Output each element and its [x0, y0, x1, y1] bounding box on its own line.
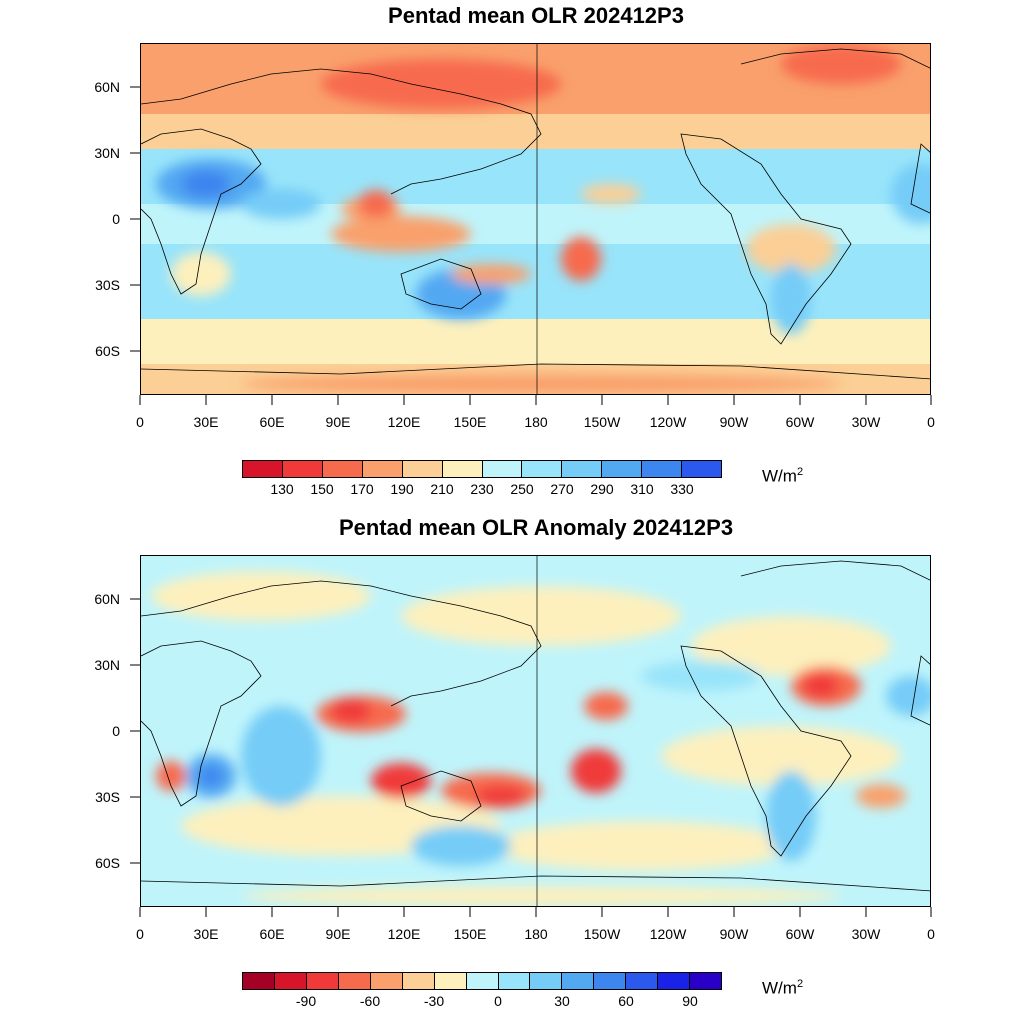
colorbar-swatch: [498, 973, 531, 989]
lon-tick-label: 90E: [325, 926, 351, 942]
lat-tick-label: 30S: [95, 789, 120, 805]
olr-map: [140, 43, 931, 395]
colorbar-tick-label: 310: [630, 481, 654, 497]
colorbar-swatch: [562, 973, 595, 989]
lon-tick-label: 90W: [719, 926, 749, 942]
colorbar-swatch: [530, 973, 563, 989]
colorbar-tick-label: 250: [510, 481, 534, 497]
colorbar-swatch: [322, 461, 363, 477]
colorbar-swatch: [602, 461, 643, 477]
anomaly-map-field: [141, 556, 930, 906]
colorbar-tick-label: 0: [494, 993, 502, 1009]
lat-tick-label: 30S: [95, 277, 120, 293]
lon-tick-label: 90E: [325, 414, 351, 430]
lon-tick-label: 0: [136, 926, 144, 942]
lon-tick-label: 150W: [583, 414, 621, 430]
lon-tick-label: 60W: [785, 414, 815, 430]
lon-tick-label: 60W: [785, 926, 815, 942]
colorbar-swatch: [402, 461, 443, 477]
lon-tick-label: 30W: [851, 414, 881, 430]
colorbar-swatch: [243, 973, 275, 989]
lon-tick-label: 150W: [583, 926, 621, 942]
colorbar-tick-label: 150: [310, 481, 334, 497]
colorbar-tick-label: 130: [270, 481, 294, 497]
lon-tick-label: 60E: [259, 414, 285, 430]
colorbar-tick-label: 60: [618, 993, 634, 1009]
colorbar-swatch: [682, 461, 722, 477]
lon-tick-label: 30W: [851, 926, 881, 942]
lon-tick-label: 150E: [453, 414, 487, 430]
colorbar-swatch: [482, 461, 523, 477]
lon-tick-label: 60E: [259, 926, 285, 942]
lon-tick-label: 180: [524, 414, 548, 430]
anomaly-panel: Pentad mean OLR Anomaly 202412P3: [0, 512, 1024, 1024]
lat-tick-label: 30N: [94, 145, 120, 161]
colorbar-tick-label: 30: [554, 993, 570, 1009]
colorbar-swatch: [690, 973, 722, 989]
colorbar-swatch: [466, 973, 499, 989]
colorbar-swatch: [522, 461, 563, 477]
colorbar-swatch: [594, 973, 627, 989]
lon-tick-label: 180: [524, 926, 548, 942]
lon-tick-label: 120W: [649, 414, 687, 430]
olr-panel: Pentad mean OLR 202412P3: [94, 3, 935, 497]
colorbar-tick-label: 230: [470, 481, 494, 497]
lon-tick-label: 0: [927, 926, 935, 942]
olr-map-title: Pentad mean OLR 202412P3: [388, 3, 684, 28]
lon-tick-label: 120E: [387, 414, 421, 430]
colorbar-tick-label: -90: [295, 993, 317, 1009]
colorbar-swatch: [338, 973, 371, 989]
lon-tick-label: 30E: [193, 414, 219, 430]
lon-tick-label: 150E: [453, 926, 487, 942]
colorbar-swatch: [626, 973, 659, 989]
lat-tick-label: 60S: [95, 343, 120, 359]
colorbar-swatch: [282, 461, 323, 477]
colorbar-swatch: [306, 973, 339, 989]
lat-tick-label: 0: [112, 723, 120, 739]
lat-tick-label: 60N: [94, 591, 120, 607]
colorbar-swatch: [370, 973, 403, 989]
olr-colorbar: [242, 460, 722, 478]
colorbar-swatch: [442, 461, 483, 477]
colorbar-swatch: [362, 461, 403, 477]
lon-tick-label: 120E: [387, 926, 421, 942]
lon-tick-label: 90W: [719, 414, 749, 430]
anomaly-colorbar: [242, 972, 722, 990]
lat-tick-label: 30N: [94, 657, 120, 673]
colorbar-tick-label: 290: [590, 481, 614, 497]
colorbar-swatch: [642, 461, 683, 477]
lon-tick-label: 0: [136, 414, 144, 430]
lon-tick-label: 30E: [193, 926, 219, 942]
colorbar-swatch: [243, 461, 283, 477]
colorbar-swatch: [658, 973, 691, 989]
colorbar-tick-label: 210: [430, 481, 454, 497]
lon-tick-label: 0: [927, 414, 935, 430]
colorbar-tick-label: 170: [350, 481, 374, 497]
colorbar-swatch: [562, 461, 603, 477]
colorbar-tick-label: 90: [682, 993, 698, 1009]
anomaly-map-title: Pentad mean OLR Anomaly 202412P3: [338, 515, 734, 540]
lon-tick-label: 120W: [649, 926, 687, 942]
anomaly-map: [140, 555, 931, 907]
olr-map-field: [141, 44, 930, 394]
colorbar-swatch: [434, 973, 467, 989]
colorbar-tick-label: 330: [670, 481, 694, 497]
lat-tick-label: 60S: [95, 855, 120, 871]
colorbar-tick-label: 190: [390, 481, 414, 497]
lat-tick-label: 0: [112, 211, 120, 227]
anomaly-unit-label: W/m2: [762, 978, 804, 998]
colorbar-tick-label: -60: [359, 993, 381, 1009]
olr-unit-label: W/m2: [762, 466, 804, 486]
colorbar-swatch: [402, 973, 435, 989]
colorbar-swatch: [274, 973, 307, 989]
colorbar-tick-label: 270: [550, 481, 574, 497]
colorbar-tick-label: -30: [423, 993, 445, 1009]
lat-tick-label: 60N: [94, 79, 120, 95]
